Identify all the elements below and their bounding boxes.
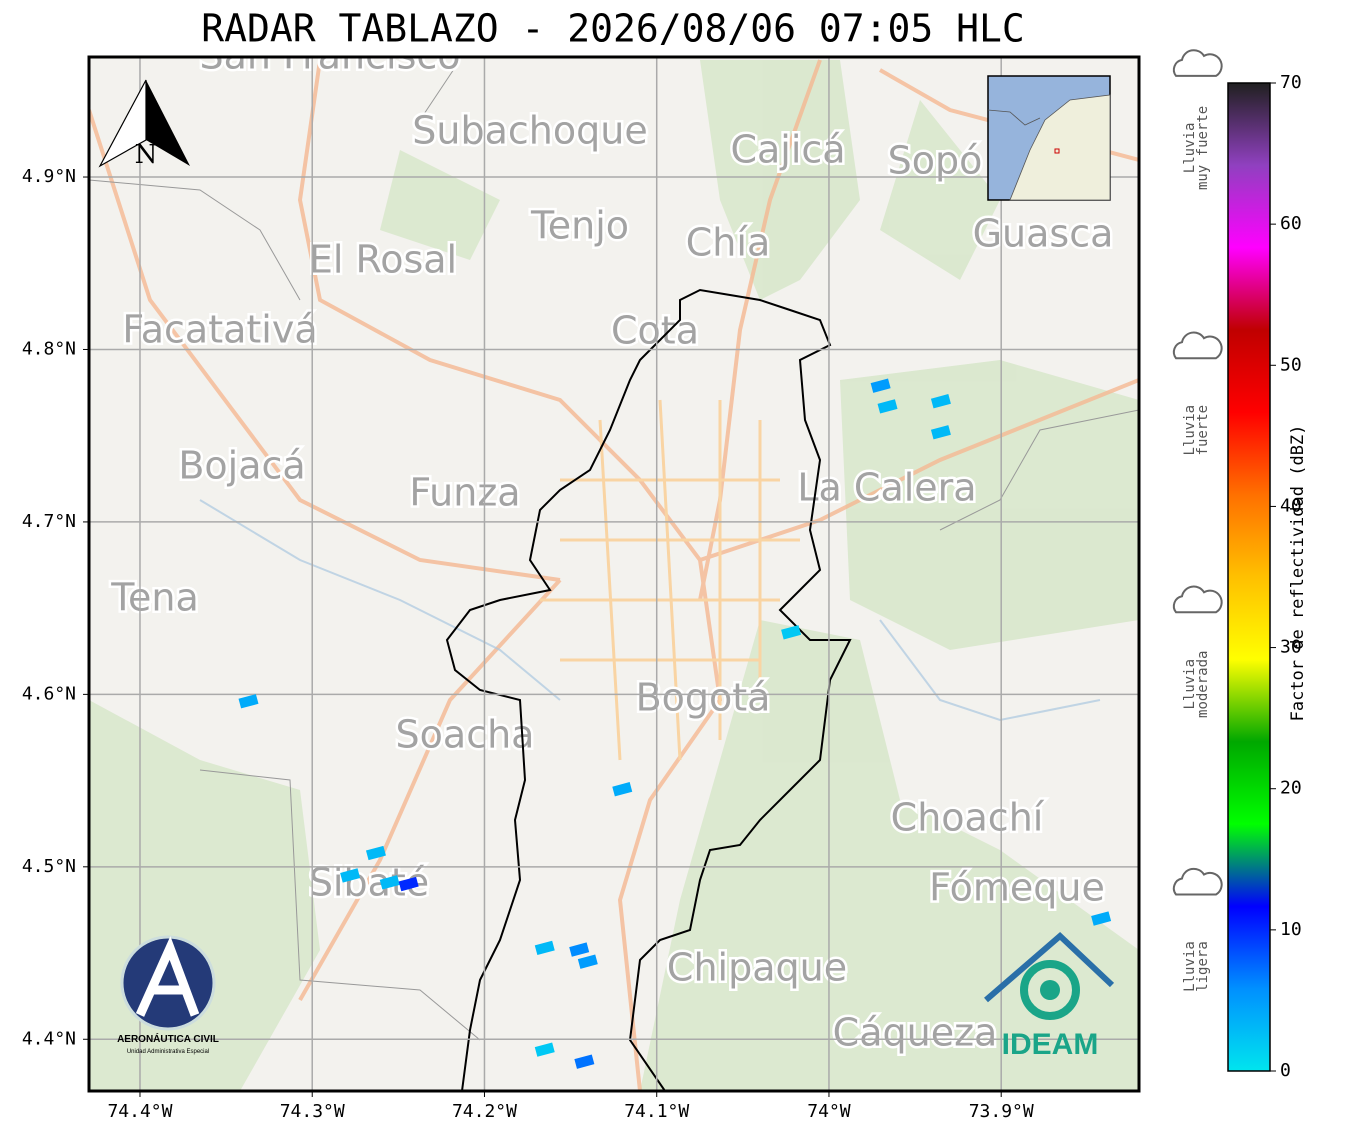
x-tick-label: 74.4°W xyxy=(107,1101,172,1122)
cloud-icon xyxy=(1172,49,1223,77)
radar-echo xyxy=(612,782,633,797)
radar-echo xyxy=(930,394,951,409)
rain-category-label: Lluvia xyxy=(1182,405,1198,456)
x-tick-label: 73.9°W xyxy=(969,1101,1034,1122)
ideam-logo: IDEAM xyxy=(984,931,1115,1061)
radar-echo xyxy=(238,694,259,709)
municipal-borders xyxy=(89,59,1139,1041)
y-tick-label: 4.8°N xyxy=(22,338,76,359)
y-tick-label: 4.7°N xyxy=(22,511,76,532)
rain-category-label: fuerte xyxy=(1195,405,1211,456)
radar-echo xyxy=(877,399,898,414)
title: RADAR TABLAZO - 2026/08/06 07:05 HLC xyxy=(201,7,1025,51)
cloud-icon xyxy=(1172,867,1223,896)
radar-echo xyxy=(379,875,400,890)
inset-map xyxy=(987,75,1111,201)
district-boundary xyxy=(445,288,852,1091)
radar-echo xyxy=(398,876,419,892)
map-frame xyxy=(87,55,1141,1093)
x-tick-label: 74.3°W xyxy=(280,1101,345,1122)
aerocivil-name: AERONÁUTICA CIVIL xyxy=(117,1032,219,1045)
radar-echo xyxy=(574,1054,595,1069)
rain-category-label: Lluvia xyxy=(1182,123,1198,174)
cloud-icon xyxy=(1172,331,1223,360)
rain-category-label: Lluvia xyxy=(1182,659,1198,710)
place-label: Guasca xyxy=(973,212,1114,256)
colorbar-tick-label: 20 xyxy=(1280,778,1302,799)
rivers xyxy=(199,499,1101,722)
place-label: Bojacá xyxy=(178,444,305,488)
colorbar-tick-label: 0 xyxy=(1280,1060,1291,1081)
map: San Francisco Subachoque Cajicá Sopó Tenjo Ch… xyxy=(89,34,1139,1091)
colorbar-tick-label: 60 xyxy=(1280,213,1302,234)
radar-echo xyxy=(569,942,590,957)
rain-category-label: moderada xyxy=(1195,651,1211,718)
x-tick-label: 74°W xyxy=(807,1101,851,1122)
north-label: N xyxy=(135,140,158,170)
colorbar-tick-label: 70 xyxy=(1280,72,1302,93)
colorbar-tick-label: 30 xyxy=(1280,637,1302,658)
place-label: Chía xyxy=(686,221,770,265)
place-label: Bogotá xyxy=(636,676,771,720)
place-label: Soacha xyxy=(396,713,535,757)
radar-echo xyxy=(534,940,555,956)
rain-category-label: Lluvia xyxy=(1182,941,1198,992)
place-label: San Francisco xyxy=(199,34,460,78)
y-tick-label: 4.9°N xyxy=(22,166,76,187)
x-tick-label: 74.1°W xyxy=(624,1101,689,1122)
place-label: La Calera xyxy=(797,466,976,510)
colorbar xyxy=(1227,82,1271,1072)
place-label: Facatativá xyxy=(122,308,317,352)
colorbar-tick-label: 40 xyxy=(1280,495,1302,516)
place-label: Cáqueza xyxy=(833,1011,998,1055)
place-label: El Rosal xyxy=(309,238,457,282)
rain-category-label: muy fuerte xyxy=(1195,106,1211,190)
place-label: Tenjo xyxy=(530,204,629,248)
place-label: Funza xyxy=(409,471,520,515)
radar-echo xyxy=(781,625,802,640)
place-label: Choachí xyxy=(891,796,1045,840)
colorbar-tick-label: 50 xyxy=(1280,354,1302,375)
aerocivil-logo: AERONÁUTICA CIVIL Unidad Administrativa … xyxy=(117,935,219,1055)
y-tick-label: 4.5°N xyxy=(22,856,76,877)
radar-echo xyxy=(365,845,386,861)
y-tick-label: 4.6°N xyxy=(22,683,76,704)
place-label: Tena xyxy=(110,576,199,620)
urban-roads xyxy=(540,399,800,761)
radar-echo xyxy=(930,425,951,440)
radar-echo xyxy=(870,378,891,393)
radar-echo xyxy=(340,868,361,883)
place-label: Fómeque xyxy=(929,866,1105,910)
ideam-name: IDEAM xyxy=(1002,1028,1099,1061)
place-label: Subachoque xyxy=(412,109,647,153)
x-tick-label: 74.2°W xyxy=(452,1101,517,1122)
north-arrow: N xyxy=(98,79,190,170)
y-tick-label: 4.4°N xyxy=(22,1028,76,1049)
colorbar-label: Factor de reflectividad (dBZ) xyxy=(1288,425,1308,722)
rain-category-label: ligera xyxy=(1195,941,1211,992)
place-label: Sopó xyxy=(888,139,983,183)
radar-echo xyxy=(577,954,598,969)
cloud-icon xyxy=(1172,585,1223,614)
aerocivil-sub: Unidad Administrativa Especial xyxy=(127,1049,209,1055)
place-label: Chipaque xyxy=(667,946,847,990)
radar-echo xyxy=(534,1042,555,1057)
radar-echo xyxy=(1091,911,1112,926)
colorbar-tick-label: 10 xyxy=(1280,919,1302,940)
place-label: Cajicá xyxy=(730,128,845,172)
